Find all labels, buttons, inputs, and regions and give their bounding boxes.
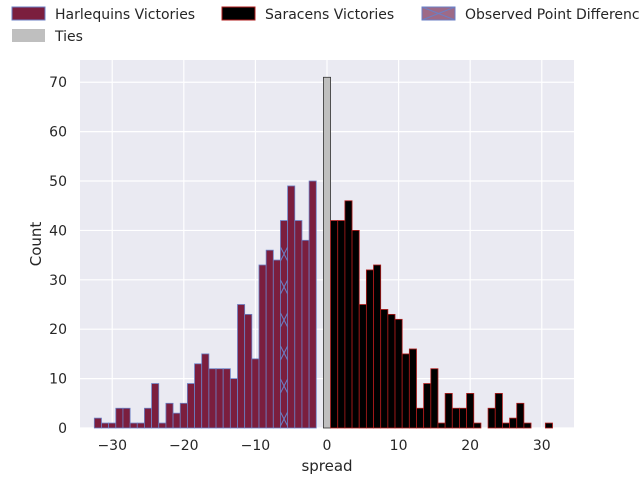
harlequins-bar xyxy=(287,185,296,429)
saracens-bar xyxy=(523,422,532,429)
harlequins-bar xyxy=(244,313,253,429)
legend-item-harlequins: Harlequins Victories xyxy=(11,6,195,23)
legend-item-observed: Observed Point Difference xyxy=(421,6,640,23)
y-tick-label: 30 xyxy=(49,273,67,289)
x-tick-label: −30 xyxy=(97,438,127,454)
bars xyxy=(93,76,553,429)
observed-hatch xyxy=(280,411,289,427)
x-tick-label: 0 xyxy=(323,438,332,454)
saracens-bar xyxy=(430,368,439,429)
harlequins-bar xyxy=(201,353,210,429)
harlequins-bar xyxy=(129,422,138,429)
observed-hatch xyxy=(280,312,289,328)
legend-label: Observed Point Difference xyxy=(465,7,640,23)
saracens-bar xyxy=(330,220,339,429)
harlequins-bar xyxy=(101,422,110,429)
harlequins-bar xyxy=(158,422,167,429)
x-tick-label: 30 xyxy=(533,438,551,454)
harlequins-bar xyxy=(208,368,217,429)
saracens-bar xyxy=(466,393,475,429)
saracens-bar xyxy=(437,422,446,429)
legend-hatch xyxy=(421,6,456,21)
legend-item-saracens: Saracens Victories xyxy=(221,6,394,23)
harlequins-bar xyxy=(151,383,160,429)
legend: Harlequins Victories Ties Saracens Victori… xyxy=(11,6,640,45)
legend-swatch xyxy=(221,6,256,21)
harlequins-bar xyxy=(294,220,303,429)
saracens-bar xyxy=(373,264,382,429)
y-tick-label: 20 xyxy=(49,322,67,338)
saracens-bar xyxy=(351,230,360,429)
saracens-bar xyxy=(444,393,453,429)
saracens-bar xyxy=(344,200,353,429)
saracens-bar xyxy=(387,313,396,429)
legend-label: Saracens Victories xyxy=(265,7,394,23)
harlequins-bar xyxy=(186,383,195,429)
legend-swatch xyxy=(12,29,45,42)
harlequins-bar xyxy=(144,407,152,429)
y-tick-label: 40 xyxy=(49,223,67,239)
x-axis-title: spread xyxy=(301,457,352,475)
y-axis-title: Count xyxy=(27,222,45,267)
harlequins-bar xyxy=(265,249,274,429)
harlequins-bar xyxy=(215,368,224,429)
y-tick-label: 60 xyxy=(49,125,67,141)
harlequins-bar xyxy=(258,264,267,429)
y-tick-label: 70 xyxy=(49,75,67,91)
harlequins-bar xyxy=(172,412,181,429)
saracens-bar xyxy=(516,402,525,429)
saracens-bar xyxy=(473,422,482,429)
saracens-bar xyxy=(394,318,403,429)
harlequins-bar xyxy=(222,368,231,429)
harlequins-bar xyxy=(165,402,174,429)
y-tick-label: 10 xyxy=(49,372,67,388)
observed-hatch xyxy=(280,279,289,295)
x-tick-label: 10 xyxy=(390,438,408,454)
saracens-bar xyxy=(416,407,425,429)
saracens-bar xyxy=(365,269,374,429)
saracens-bar xyxy=(358,304,367,429)
saracens-bar xyxy=(380,309,389,429)
x-tick-labels: −30 −20 −10 0 10 20 30 xyxy=(97,438,550,454)
y-tick-label: 50 xyxy=(49,174,67,190)
saracens-bar xyxy=(502,422,510,429)
ties-bar xyxy=(323,76,331,429)
saracens-bar xyxy=(423,383,432,429)
harlequins-bar xyxy=(93,417,102,429)
x-tick-label: −10 xyxy=(241,438,271,454)
harlequins-bar xyxy=(194,363,203,429)
observed-hatch xyxy=(280,378,289,394)
y-tick-labels: 0 10 20 30 40 50 60 70 xyxy=(49,75,67,437)
harlequins-bar xyxy=(136,422,145,429)
x-tick-label: −20 xyxy=(169,438,199,454)
legend-label: Harlequins Victories xyxy=(55,7,195,23)
harlequins-bar xyxy=(301,239,310,429)
saracens-bar xyxy=(401,353,410,429)
saracens-bar xyxy=(494,393,503,429)
harlequins-bar xyxy=(115,407,124,429)
saracens-bar xyxy=(487,407,496,429)
legend-swatch xyxy=(11,6,46,21)
harlequins-bar xyxy=(308,180,317,429)
saracens-bar xyxy=(544,422,553,429)
legend-label: Ties xyxy=(54,29,83,45)
saracens-bar xyxy=(408,348,417,429)
harlequins-bar xyxy=(272,259,281,429)
x-tick-label: 20 xyxy=(461,438,479,454)
harlequins-bar xyxy=(122,407,131,429)
y-tick-label: 0 xyxy=(58,421,67,437)
harlequins-bar xyxy=(179,402,188,429)
saracens-bar xyxy=(337,220,346,429)
saracens-bar xyxy=(509,417,518,429)
harlequins-bar xyxy=(229,378,238,429)
saracens-bar xyxy=(459,407,468,429)
observed-hatch xyxy=(280,246,289,262)
observed-hatch xyxy=(280,345,289,361)
saracens-bar xyxy=(451,407,460,429)
legend-item-ties: Ties xyxy=(12,29,83,45)
harlequins-bar xyxy=(108,422,117,429)
harlequins-bar xyxy=(251,358,260,429)
harlequins-bar xyxy=(237,304,246,429)
